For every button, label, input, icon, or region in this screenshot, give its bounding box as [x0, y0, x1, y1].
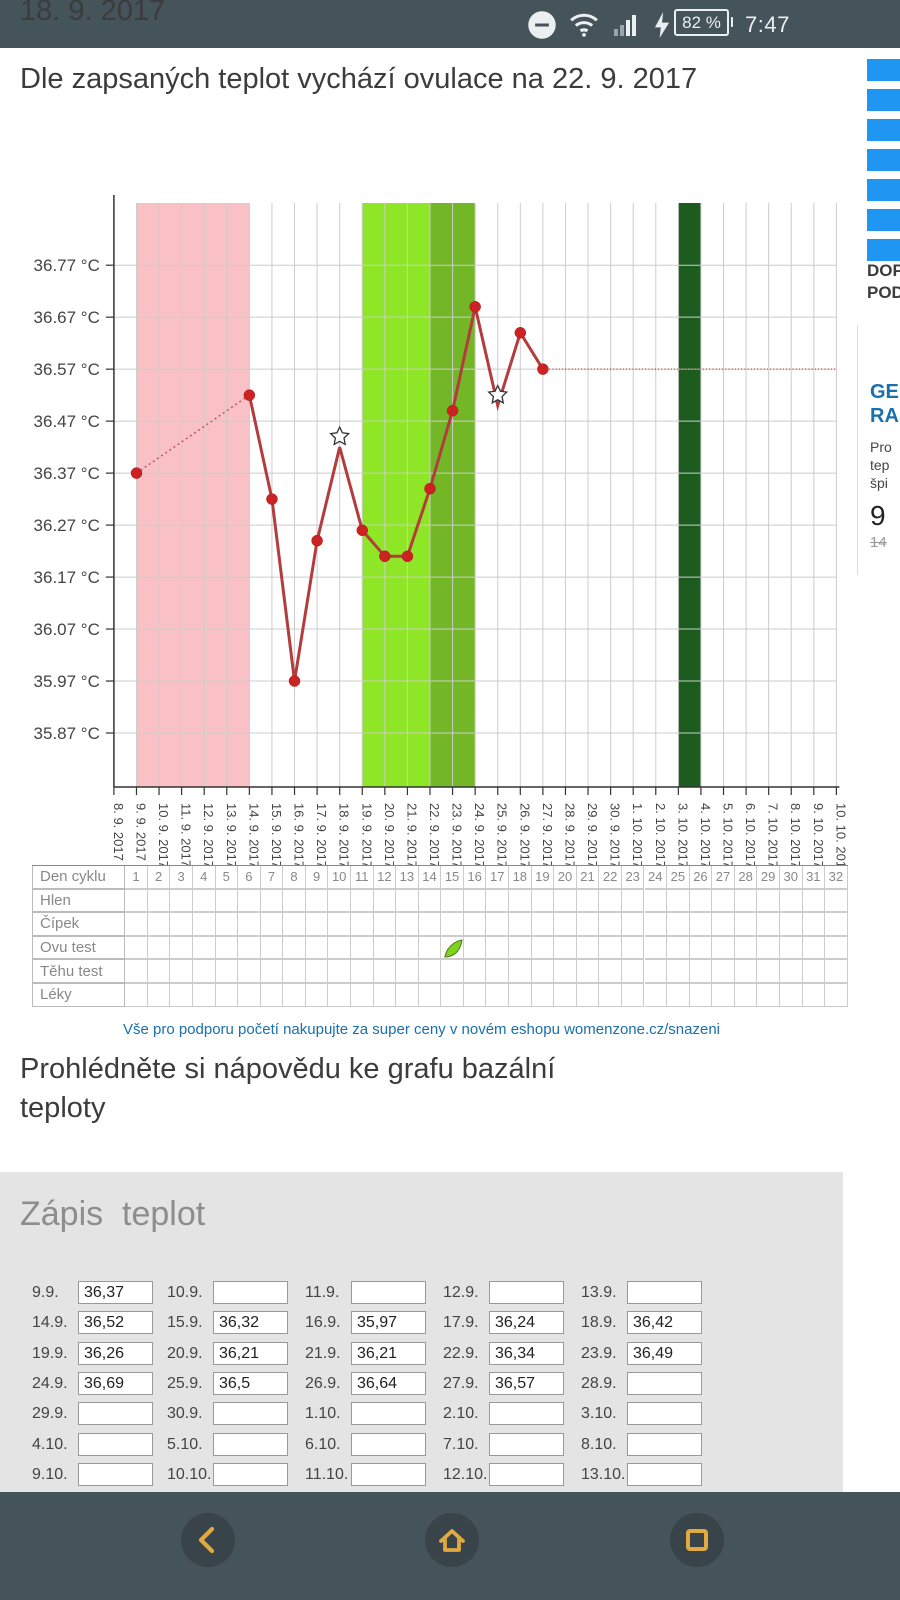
svg-text:17. 9. 2017: 17. 9. 2017: [314, 803, 329, 868]
svg-text:35.97 °C: 35.97 °C: [34, 672, 100, 691]
svg-text:2. 10. 2017: 2. 10. 2017: [653, 803, 668, 868]
svg-text:20. 9. 2017: 20. 9. 2017: [382, 803, 397, 868]
svg-text:14. 9. 2017: 14. 9. 2017: [246, 803, 261, 868]
svg-text:1. 10. 2017: 1. 10. 2017: [630, 803, 645, 868]
svg-text:16. 9. 2017: 16. 9. 2017: [292, 803, 307, 868]
svg-text:28. 9. 2017: 28. 9. 2017: [562, 803, 577, 868]
svg-text:36.67 °C: 36.67 °C: [34, 308, 100, 327]
svg-text:8. 10. 2017: 8. 10. 2017: [788, 803, 803, 868]
svg-text:21. 9. 2017: 21. 9. 2017: [404, 803, 419, 868]
svg-text:18. 9. 2017: 18. 9. 2017: [337, 803, 352, 868]
svg-text:36.47 °C: 36.47 °C: [34, 412, 100, 431]
svg-text:6. 10. 2017: 6. 10. 2017: [743, 803, 758, 868]
svg-text:15. 9. 2017: 15. 9. 2017: [269, 803, 284, 868]
svg-text:5. 10. 2017: 5. 10. 2017: [721, 803, 736, 868]
svg-text:10. 9. 2017: 10. 9. 2017: [156, 803, 171, 868]
svg-text:8. 9. 2017: 8. 9. 2017: [111, 803, 126, 861]
svg-text:11. 9. 2017: 11. 9. 2017: [179, 803, 194, 867]
svg-text:19. 9. 2017: 19. 9. 2017: [359, 803, 374, 868]
svg-text:36.27 °C: 36.27 °C: [34, 516, 100, 535]
svg-text:36.17 °C: 36.17 °C: [34, 568, 100, 587]
svg-text:35.87 °C: 35.87 °C: [34, 724, 100, 743]
svg-text:4. 10. 2017: 4. 10. 2017: [698, 803, 713, 868]
svg-text:22. 9. 2017: 22. 9. 2017: [427, 803, 442, 868]
svg-text:23. 9. 2017: 23. 9. 2017: [450, 803, 465, 868]
svg-text:3. 10. 2017: 3. 10. 2017: [675, 803, 690, 868]
svg-text:24. 9. 2017: 24. 9. 2017: [472, 803, 487, 868]
svg-text:36.57 °C: 36.57 °C: [34, 360, 100, 379]
svg-text:36.37 °C: 36.37 °C: [34, 464, 100, 483]
svg-text:7. 10. 2017: 7. 10. 2017: [766, 803, 781, 868]
svg-text:30. 9. 2017: 30. 9. 2017: [608, 803, 623, 868]
svg-text:36.77 °C: 36.77 °C: [34, 256, 100, 275]
svg-text:29. 9. 2017: 29. 9. 2017: [585, 803, 600, 868]
svg-text:12. 9. 2017: 12. 9. 2017: [201, 803, 216, 868]
svg-text:26. 9. 2017: 26. 9. 2017: [517, 803, 532, 868]
svg-text:9. 9. 2017: 9. 9. 2017: [133, 803, 148, 861]
svg-text:13. 9. 2017: 13. 9. 2017: [224, 803, 239, 868]
svg-text:9. 10. 2017: 9. 10. 2017: [811, 803, 826, 868]
svg-text:36.07 °C: 36.07 °C: [34, 620, 100, 639]
svg-text:25. 9. 2017: 25. 9. 2017: [495, 803, 510, 868]
svg-text:27. 9. 2017: 27. 9. 2017: [540, 803, 555, 868]
